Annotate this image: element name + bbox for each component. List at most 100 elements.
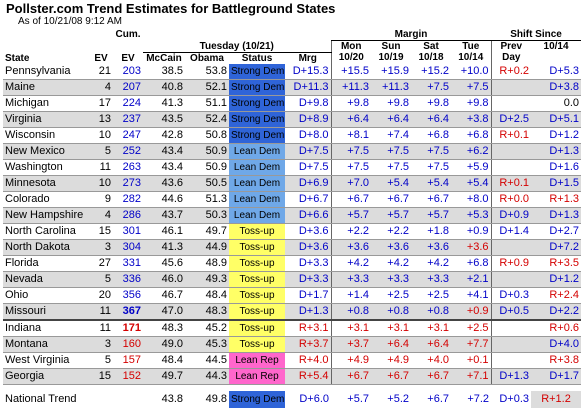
cell: 224 [113,95,143,111]
header-cell: Tuesday (10/21) [143,41,331,53]
cell: 43.6 [143,175,185,191]
cell: D+8.0 [285,127,331,143]
cell: 282 [113,191,143,207]
cell: Toss-up [229,223,285,239]
cell: +1.4 [331,287,371,303]
cell: +6.7 [371,368,411,384]
cell: +0.9 [451,303,491,320]
cell: +0.8 [411,303,451,320]
header-cell: Mon [331,41,371,53]
cell: 44.3 [185,368,229,384]
cell: D+0.5 [491,303,531,320]
cell: +2.2 [331,223,371,239]
cell: D+8.9 [285,111,331,127]
cell: +9.8 [331,95,371,111]
cell: R+5.4 [285,368,331,384]
cell: 45.6 [143,255,185,271]
cell: +2.5 [371,287,411,303]
cell: +6.4 [371,336,411,352]
cell: 43.5 [143,111,185,127]
cell: D+6.7 [285,191,331,207]
cell: 43.4 [143,143,185,159]
cell: +7.5 [411,79,451,95]
cell: +3.1 [411,320,451,337]
header-cell: Mrg [285,52,331,64]
cell: 49.7 [185,223,229,239]
cell: +7.5 [411,159,451,175]
cell: Toss-up [229,255,285,271]
cell: 46.1 [143,223,185,239]
cell: R+0.2 [491,64,531,80]
cell: +6.7 [331,191,371,207]
cell: Maine [3,79,89,95]
header-cell: Tue [451,41,491,53]
cell: Indiana [3,320,89,337]
cell: +5.9 [451,159,491,175]
cell [491,79,531,95]
cell: Michigan [3,95,89,111]
cell: 48.9 [185,255,229,271]
cell: 10 [89,175,113,191]
title: Pollster.com Trend Estimates for Battleg… [6,1,335,16]
cell: +0.9 [451,223,491,239]
cell: 273 [113,175,143,191]
header-cell: 10/14 [531,41,581,53]
header-row: State EV EV Tuesday (10/21) Mon Sun Sat … [3,41,581,53]
cell: Washington [3,159,89,175]
cell: 11 [89,320,113,337]
cell: Lean Dem [229,143,285,159]
cell: Lean Dem [229,159,285,175]
cell: 11 [89,303,113,320]
cell: 52.4 [185,111,229,127]
cell: 20 [89,287,113,303]
cell: 43.8 [143,391,185,408]
cell: +4.2 [371,255,411,271]
cell: 50.9 [185,159,229,175]
cell [491,143,531,159]
cell: Lean Dem [229,207,285,223]
table: Cum. Margin Shift Since State EV EV Tues… [3,29,581,408]
header-cell: State [3,41,89,64]
cell: +9.8 [411,95,451,111]
cell: D+6.9 [285,175,331,191]
cell: 50.8 [185,127,229,143]
cell: +0.1 [451,352,491,368]
cell [491,320,531,337]
cell: 40.8 [143,79,185,95]
cell: D+9.8 [285,95,331,111]
cell: +7.2 [451,391,491,408]
cell: +5.7 [331,391,371,408]
cell: +7.5 [331,143,371,159]
header-cell: 10/14 [451,52,491,64]
cell: Colorado [3,191,89,207]
cell: +3.3 [331,271,371,287]
cell: 152 [113,368,143,384]
cell: +7.4 [371,127,411,143]
cell: National Trend [3,391,89,408]
cell: +4.9 [331,352,371,368]
cell: Lean Dem [229,191,285,207]
cell: 207 [113,79,143,95]
cell: D+3.3 [285,255,331,271]
cell [491,159,531,175]
cell: Lean Rep [229,352,285,368]
header-cell: Day [491,52,531,64]
cell: R+0.6 [531,320,581,337]
cell: +6.2 [451,143,491,159]
header-cell: Cum. [113,29,143,41]
cell: +9.8 [451,95,491,111]
cell: 43.4 [143,159,185,175]
cell: D+15.3 [285,64,331,80]
cell: 51.1 [185,95,229,111]
cell: Toss-up [229,239,285,255]
cell: D+1.2 [531,271,581,287]
cell [113,391,143,408]
cell: 171 [113,320,143,337]
cell: +4.1 [451,287,491,303]
